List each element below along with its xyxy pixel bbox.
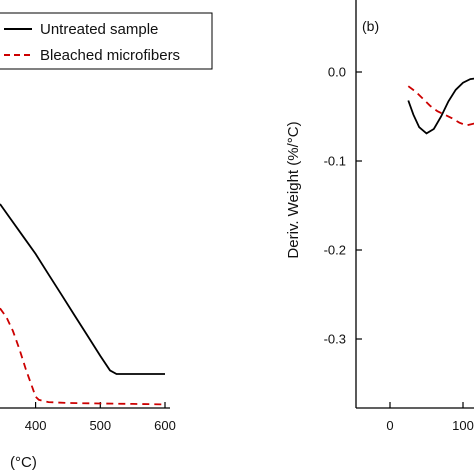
panel-a-x-ticks: 400 500 600 xyxy=(25,402,176,433)
panel-b-x-ticks: 0 100 xyxy=(386,402,474,433)
panel-b-y-tick-label: -0.3 xyxy=(324,332,346,347)
panel-b-series-line xyxy=(407,77,474,135)
panel-b-y-tick-label: -0.1 xyxy=(324,154,346,169)
panel-b-series-line xyxy=(407,85,474,127)
panel-b-x-tick-label: 100 xyxy=(452,418,474,433)
panel-a-series xyxy=(0,203,166,406)
panel-a-x-axis-title: (°C) xyxy=(10,454,37,471)
panel-b-series xyxy=(407,77,474,135)
panel-b-y-tick-label: -0.2 xyxy=(324,243,346,258)
panel-a-x-tick-label: 400 xyxy=(25,418,47,433)
panel-b-x-tick-label: 0 xyxy=(386,418,393,433)
panel-b-y-axis-title: Deriv. Weight (%/°C) xyxy=(285,121,302,258)
legend: Untreated sample Bleached microfibers xyxy=(0,12,213,70)
legend-label-untreated: Untreated sample xyxy=(40,21,158,38)
legend-label-bleached: Bleached microfibers xyxy=(40,47,180,64)
panel-a-series-line xyxy=(0,307,166,406)
panel-b: 0.0 -0.1 -0.2 -0.3 0 100 (b) Deriv. Weight (… xyxy=(285,0,474,433)
panel-a: 400 500 600 (°C) Untreated sample Bleached… xyxy=(0,12,213,471)
panel-b-y-ticks: 0.0 -0.1 -0.2 -0.3 xyxy=(324,65,362,347)
legend-box xyxy=(0,12,213,70)
panel-a-x-tick-label: 500 xyxy=(89,418,111,433)
panel-b-tag: (b) xyxy=(362,18,379,34)
panel-a-x-tick-label: 600 xyxy=(154,418,176,433)
panel-a-series-line xyxy=(0,203,165,375)
panel-b-y-tick-label: 0.0 xyxy=(328,65,346,80)
